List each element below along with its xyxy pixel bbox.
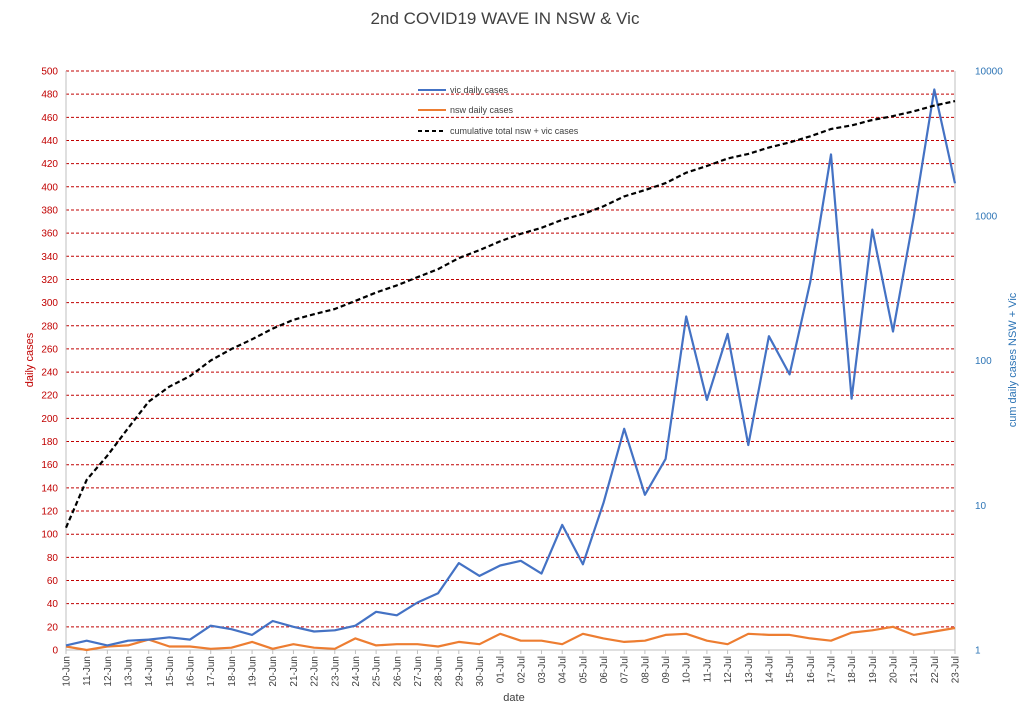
y-tick-label-left: 20 bbox=[47, 622, 59, 633]
series-line-nsw-daily-cases bbox=[65, 625, 956, 652]
x-tick-label: 03-Jul bbox=[537, 656, 548, 683]
y-tick-label-left: 140 bbox=[41, 483, 58, 494]
y-tick-label-left: 200 bbox=[41, 414, 58, 425]
y-tick-label-left: 240 bbox=[41, 368, 58, 379]
x-tick-label: 24-Jun bbox=[351, 656, 362, 687]
x-tick-label: 16-Jul bbox=[806, 656, 817, 683]
x-tick-label: 10-Jun bbox=[62, 656, 73, 687]
x-tick-label: 15-Jun bbox=[165, 656, 176, 687]
y-tick-label-left: 460 bbox=[41, 113, 58, 124]
y-tick-label-left: 260 bbox=[41, 344, 58, 355]
x-tick-label: 06-Jul bbox=[599, 656, 610, 683]
series-layer bbox=[64, 88, 957, 652]
x-tick-label: 12-Jun bbox=[103, 656, 114, 687]
y-tick-label-left: 60 bbox=[47, 576, 59, 587]
y-tick-label-left: 0 bbox=[52, 646, 58, 657]
x-tick-label: 21-Jun bbox=[289, 656, 300, 687]
y-tick-label-left: 120 bbox=[41, 507, 58, 518]
x-tick-label: 20-Jul bbox=[888, 656, 899, 683]
y-axis-right-label: cum daily cases NSW + Vic bbox=[1007, 292, 1019, 427]
y-tick-label-right: 100 bbox=[975, 356, 992, 367]
x-tick-label: 19-Jul bbox=[868, 656, 879, 683]
y-tick-label-left: 280 bbox=[41, 321, 58, 332]
y-tick-label-left: 500 bbox=[41, 67, 58, 78]
y-tick-label-left: 180 bbox=[41, 437, 58, 448]
series-line-vic-daily-cases bbox=[65, 88, 957, 647]
x-tick-label: 18-Jul bbox=[847, 656, 858, 683]
x-tick-label: 12-Jul bbox=[723, 656, 734, 683]
y-tick-label-right: 1000 bbox=[975, 211, 998, 222]
x-tick-label: 22-Jun bbox=[310, 656, 321, 687]
y-axis-left-label: daily cases bbox=[24, 332, 36, 387]
x-tick-label: 30-Jun bbox=[475, 656, 486, 687]
y-tick-label-left: 400 bbox=[41, 182, 58, 193]
x-axis-label: date bbox=[503, 692, 524, 704]
x-tick-label: 27-Jun bbox=[413, 656, 424, 687]
x-tick-label: 08-Jul bbox=[640, 656, 651, 683]
x-tick-label: 07-Jul bbox=[620, 656, 631, 683]
y-tick-label-left: 160 bbox=[41, 460, 58, 471]
x-tick-label: 25-Jun bbox=[372, 656, 383, 687]
y-tick-label-left: 220 bbox=[41, 391, 58, 402]
x-tick-label: 11-Jun bbox=[82, 656, 93, 686]
x-tick-label: 15-Jul bbox=[785, 656, 796, 683]
y-tick-label-left: 340 bbox=[41, 252, 58, 263]
y-tick-label-left: 440 bbox=[41, 136, 58, 147]
y-tick-label-left: 100 bbox=[41, 530, 58, 541]
x-tick-label: 14-Jun bbox=[144, 656, 155, 687]
y-tick-label-right: 10000 bbox=[975, 67, 1003, 78]
y-tick-label-left: 360 bbox=[41, 229, 58, 240]
x-tick-label: 13-Jul bbox=[744, 656, 755, 683]
x-tick-label: 09-Jul bbox=[661, 656, 672, 683]
x-tick-label: 01-Jul bbox=[496, 656, 507, 683]
y-tick-label-right: 1 bbox=[975, 646, 981, 657]
grid-lines bbox=[65, 70, 956, 651]
x-tick-label: 02-Jul bbox=[516, 656, 527, 683]
x-axis: 10-Jun 11-Jun 12-Jun 13-Jun 14-Jun 15-Jun 16-J… bbox=[62, 650, 962, 687]
legend-label: vic daily cases bbox=[450, 85, 509, 95]
series-line-cumulative-total-nsw-vic-cases bbox=[64, 100, 956, 529]
x-tick-label: 17-Jun bbox=[206, 656, 217, 687]
y-tick-label-right: 10 bbox=[975, 501, 987, 512]
x-tick-label: 14-Jul bbox=[764, 656, 775, 683]
x-tick-label: 13-Jun bbox=[124, 656, 135, 687]
chart-title: 2nd COVID19 WAVE IN NSW & Vic bbox=[371, 9, 640, 28]
x-tick-label: 28-Jun bbox=[434, 656, 445, 687]
y-tick-label-left: 40 bbox=[47, 599, 59, 610]
legend-label: nsw daily cases bbox=[450, 105, 514, 115]
x-tick-label: 23-Jun bbox=[330, 656, 341, 687]
x-tick-label: 20-Jun bbox=[268, 656, 279, 687]
y-axis-left: 0 20 40 60 80 100 120 140 160 180 200 220 240 260 280 3… bbox=[41, 67, 58, 657]
x-tick-label: 26-Jun bbox=[392, 656, 403, 687]
y-tick-label-left: 380 bbox=[41, 205, 58, 216]
x-tick-label: 16-Jun bbox=[186, 656, 197, 687]
x-tick-label: 17-Jul bbox=[826, 656, 837, 683]
x-tick-label: 21-Jul bbox=[909, 656, 920, 683]
y-tick-label-left: 80 bbox=[47, 553, 59, 564]
y-tick-label-left: 320 bbox=[41, 275, 58, 286]
y-tick-label-left: 420 bbox=[41, 159, 58, 170]
x-tick-label: 22-Jul bbox=[930, 656, 941, 683]
x-tick-label: 11-Jul bbox=[702, 656, 713, 683]
y-tick-label-left: 300 bbox=[41, 298, 58, 309]
x-tick-label: 05-Jul bbox=[578, 656, 589, 683]
x-tick-label: 18-Jun bbox=[227, 656, 238, 687]
y-axis-right: 1 10 100 1000 10000 bbox=[975, 67, 1003, 657]
legend-label: cumulative total nsw + vic cases bbox=[450, 126, 579, 136]
x-tick-label: 10-Jul bbox=[682, 656, 693, 683]
x-tick-label: 04-Jul bbox=[558, 656, 569, 683]
legend: vic daily cases nsw daily cases cumulative… bbox=[418, 85, 579, 136]
y-tick-label-left: 480 bbox=[41, 90, 58, 101]
x-tick-label: 23-Jul bbox=[951, 656, 962, 683]
x-tick-label: 29-Jun bbox=[454, 656, 465, 687]
x-tick-label: 19-Jun bbox=[248, 656, 259, 687]
